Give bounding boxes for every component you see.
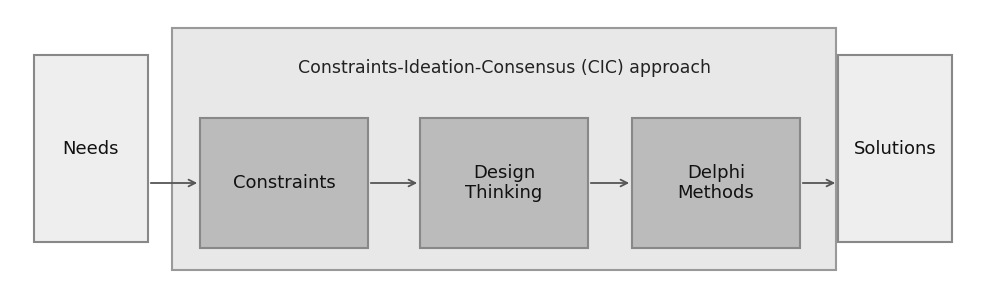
Bar	[420, 118, 588, 248]
Text: Constraints: Constraints	[233, 174, 335, 192]
Bar	[632, 118, 800, 248]
Bar	[200, 118, 368, 248]
Text: Solutions: Solutions	[854, 139, 937, 158]
Bar	[34, 55, 148, 242]
Text: Needs: Needs	[63, 139, 119, 158]
Text: Delphi
Methods: Delphi Methods	[677, 164, 754, 202]
Text: Constraints-Ideation-Consensus (CIC) approach: Constraints-Ideation-Consensus (CIC) app…	[298, 59, 711, 77]
Bar	[172, 28, 836, 270]
Text: Design
Thinking: Design Thinking	[465, 164, 542, 202]
Bar	[838, 55, 952, 242]
